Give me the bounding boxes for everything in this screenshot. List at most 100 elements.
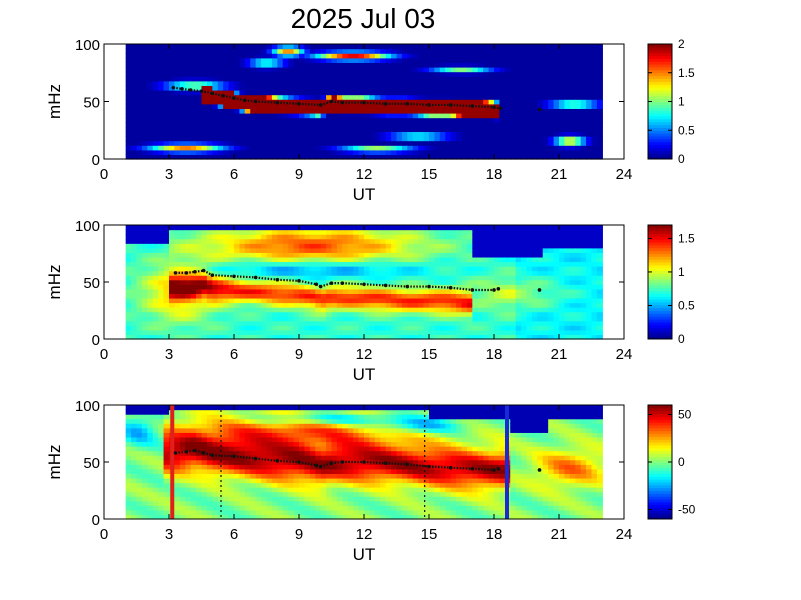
heatmap-cell: [483, 62, 490, 68]
heatmap-cell: [553, 247, 560, 253]
heatmap-cell: [190, 329, 197, 336]
heatmap-cell: [315, 329, 322, 336]
heatmap-cell: [445, 247, 452, 253]
heatmap-cell: [434, 229, 441, 235]
heatmap-cell: [494, 113, 501, 119]
heatmap-cell: [185, 117, 192, 123]
heatmap-cell: [282, 99, 289, 105]
heatmap-cell: [510, 243, 517, 249]
heatmap-cell: [542, 325, 549, 331]
heatmap-cell: [277, 85, 284, 91]
heatmap-cell: [531, 113, 538, 119]
heatmap-cell: [239, 85, 246, 91]
heatmap-cell: [461, 131, 468, 137]
heatmap-cell: [288, 149, 295, 155]
heatmap-cell: [396, 261, 403, 267]
heatmap-cell: [185, 311, 192, 317]
heatmap-cell: [423, 225, 430, 231]
heatmap-cell: [456, 302, 463, 308]
heatmap-cell: [169, 261, 176, 267]
heatmap-cell: [396, 117, 403, 123]
heatmap-cell: [466, 113, 473, 119]
heatmap-cell: [131, 113, 138, 119]
heatmap-cell: [477, 307, 484, 313]
heatmap-cell: [499, 145, 506, 151]
heatmap-cell: [412, 154, 419, 160]
heatmap-cell: [158, 432, 165, 438]
heatmap-cell: [147, 477, 154, 484]
heatmap-cell: [293, 62, 300, 68]
heatmap-cell: [282, 140, 289, 146]
heatmap-cell: [196, 243, 203, 249]
heatmap-cell: [596, 57, 603, 63]
heatmap-cell: [353, 316, 360, 322]
heatmap-cell: [461, 225, 468, 231]
heatmap-cell: [125, 311, 132, 317]
heatmap-cell: [358, 288, 365, 294]
heatmap-cell: [472, 247, 479, 253]
heatmap-cell: [396, 136, 403, 142]
heatmap-cell: [239, 76, 246, 82]
heatmap-cell: [277, 80, 284, 86]
heatmap-cell: [391, 329, 398, 336]
heatmap-cell: [282, 136, 289, 142]
heatmap-cell: [353, 85, 360, 91]
heatmap-cell: [456, 62, 463, 68]
heatmap-cell: [396, 94, 403, 100]
heatmap-cell: [488, 307, 495, 313]
heatmap-cell: [169, 307, 176, 313]
heatmap-cell: [212, 302, 219, 308]
heatmap-cell: [353, 71, 360, 77]
heatmap-cell: [531, 154, 538, 160]
heatmap-cell: [196, 136, 203, 142]
heatmap-cell: [596, 302, 603, 308]
heatmap-cell: [336, 302, 343, 308]
heatmap-cell: [548, 307, 555, 313]
heatmap-cell: [569, 329, 576, 336]
heatmap-cell: [147, 266, 154, 272]
heatmap-cell: [234, 329, 241, 336]
heatmap-cell: [141, 99, 148, 105]
heatmap-cell: [190, 266, 197, 272]
heatmap-cell: [580, 149, 587, 155]
heatmap-cell: [228, 229, 235, 235]
heatmap-cell: [271, 126, 278, 132]
heatmap-cell: [380, 266, 387, 272]
heatmap-cell: [396, 229, 403, 235]
heatmap-cell: [336, 243, 343, 249]
heatmap-cell: [266, 275, 273, 281]
heatmap-cell: [271, 329, 278, 336]
heatmap-cell: [591, 243, 598, 249]
heatmap-cell: [434, 126, 441, 132]
heatmap-cell: [526, 297, 533, 304]
heatmap-cell: [239, 275, 246, 281]
heatmap-cell: [353, 234, 360, 240]
heatmap-cell: [510, 131, 517, 137]
heatmap-cell: [336, 44, 343, 50]
heatmap-cell: [483, 145, 490, 151]
heatmap-cell: [141, 108, 148, 114]
heatmap-cell: [347, 117, 354, 123]
heatmap-cell: [391, 266, 398, 272]
heatmap-cell: [261, 48, 268, 54]
heatmap-cell: [445, 71, 452, 77]
heatmap-cell: [396, 297, 403, 304]
heatmap-cell: [169, 149, 176, 155]
heatmap-cell: [445, 225, 452, 231]
heatmap-cell: [369, 270, 376, 276]
heatmap-cell: [288, 90, 295, 96]
heatmap-cell: [326, 76, 333, 82]
heatmap-cell: [131, 468, 138, 474]
heatmap-cell: [190, 85, 197, 91]
heatmap-cell: [423, 48, 430, 54]
heatmap-cell: [396, 126, 403, 132]
heatmap-cell: [521, 136, 528, 142]
heatmap-cell: [526, 57, 533, 63]
heatmap-cell: [277, 57, 284, 63]
heatmap-cell: [450, 293, 457, 299]
heatmap-cell: [174, 464, 181, 470]
heatmap-cell: [445, 266, 452, 272]
heatmap-cell: [309, 252, 316, 258]
colorbar-segment: [648, 267, 672, 272]
heatmap-cell: [147, 468, 154, 474]
